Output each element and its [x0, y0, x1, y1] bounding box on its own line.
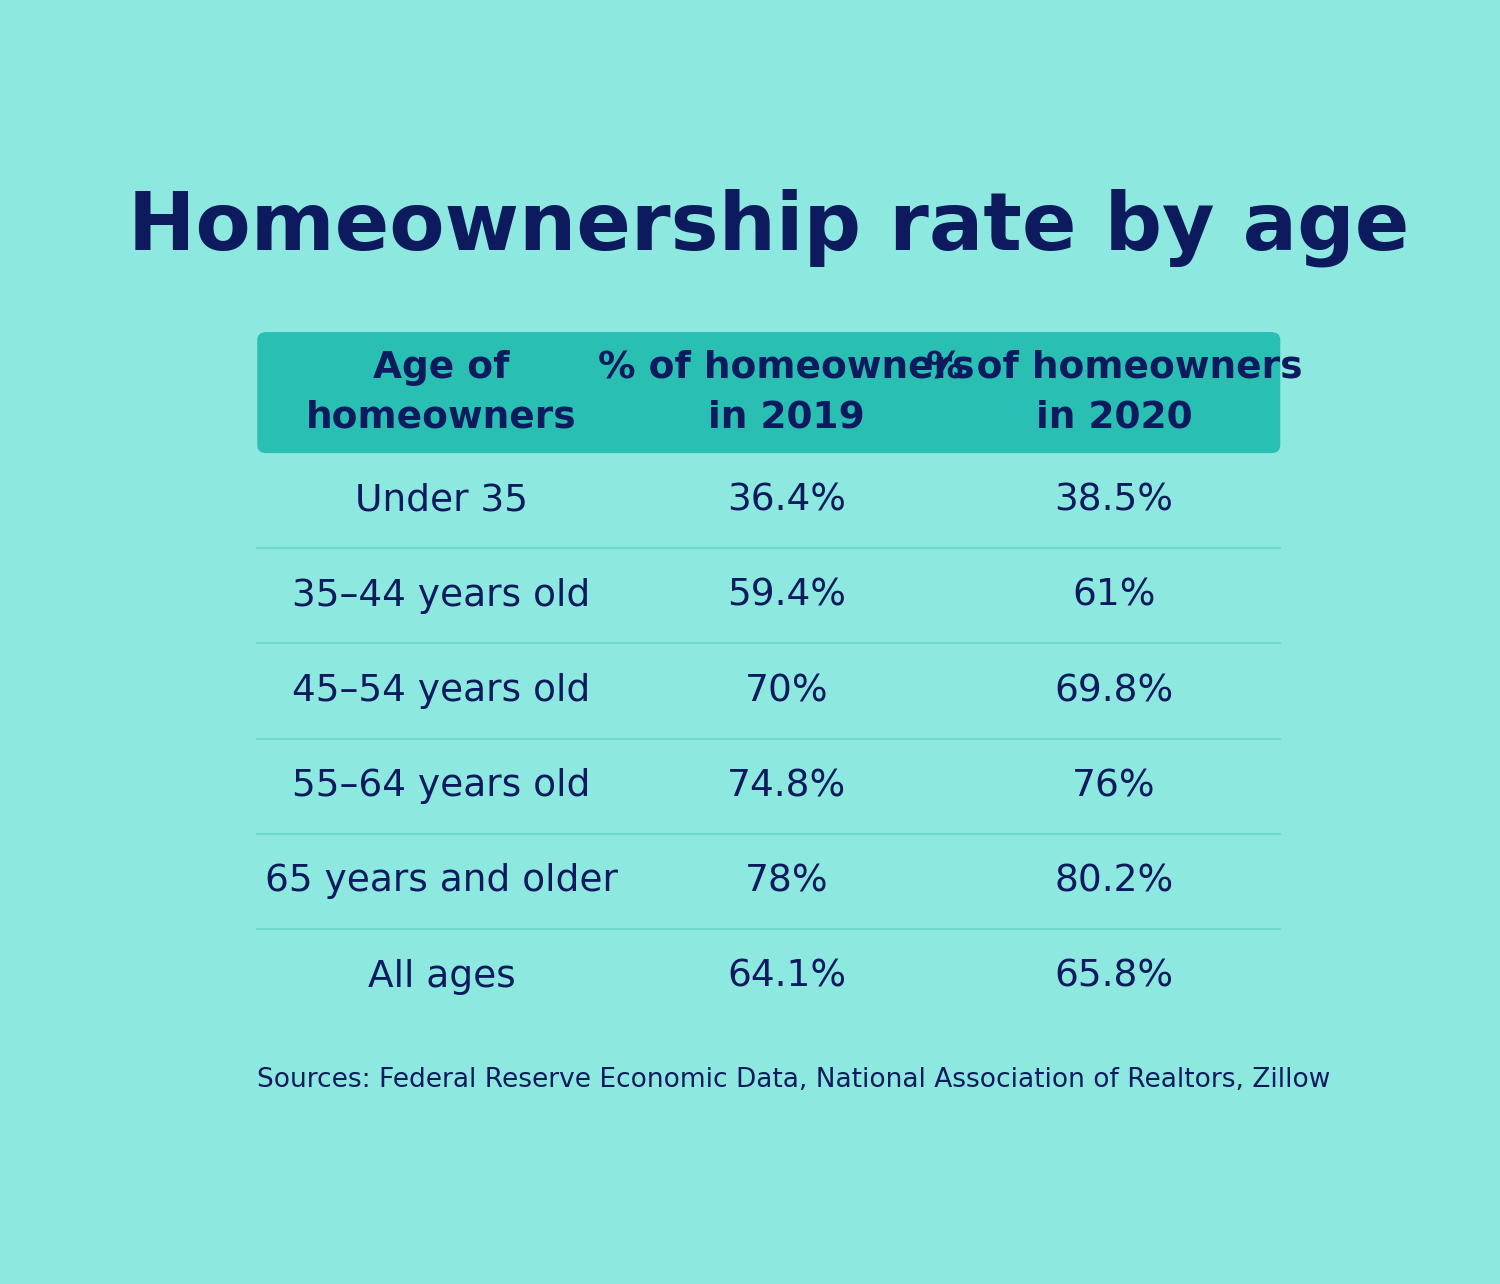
Text: 38.5%: 38.5% [1054, 483, 1173, 519]
Text: 36.4%: 36.4% [728, 483, 846, 519]
Text: 55–64 years old: 55–64 years old [292, 768, 591, 804]
Text: 35–44 years old: 35–44 years old [292, 578, 591, 614]
Text: 65.8%: 65.8% [1054, 959, 1173, 995]
Text: 76%: 76% [1072, 768, 1156, 804]
Text: 69.8%: 69.8% [1054, 673, 1173, 709]
Text: 74.8%: 74.8% [728, 768, 846, 804]
Text: 78%: 78% [746, 863, 828, 899]
Text: All ages: All ages [368, 959, 516, 995]
Text: % of homeowners
in 2020: % of homeowners in 2020 [926, 349, 1302, 435]
Text: 45–54 years old: 45–54 years old [292, 673, 591, 709]
Text: Under 35: Under 35 [356, 483, 528, 519]
Text: 64.1%: 64.1% [728, 959, 846, 995]
Text: 61%: 61% [1072, 578, 1156, 614]
Text: Sources: Federal Reserve Economic Data, National Association of Realtors, Zillow: Sources: Federal Reserve Economic Data, … [258, 1067, 1331, 1094]
Text: 65 years and older: 65 years and older [266, 863, 618, 899]
Text: Homeownership rate by age: Homeownership rate by age [128, 189, 1410, 267]
Text: % of homeowners
in 2019: % of homeowners in 2019 [598, 349, 975, 435]
Text: Age of
homeowners: Age of homeowners [306, 349, 576, 435]
FancyBboxPatch shape [258, 333, 1280, 453]
Text: 70%: 70% [746, 673, 828, 709]
Text: 59.4%: 59.4% [728, 578, 846, 614]
Text: 80.2%: 80.2% [1054, 863, 1173, 899]
